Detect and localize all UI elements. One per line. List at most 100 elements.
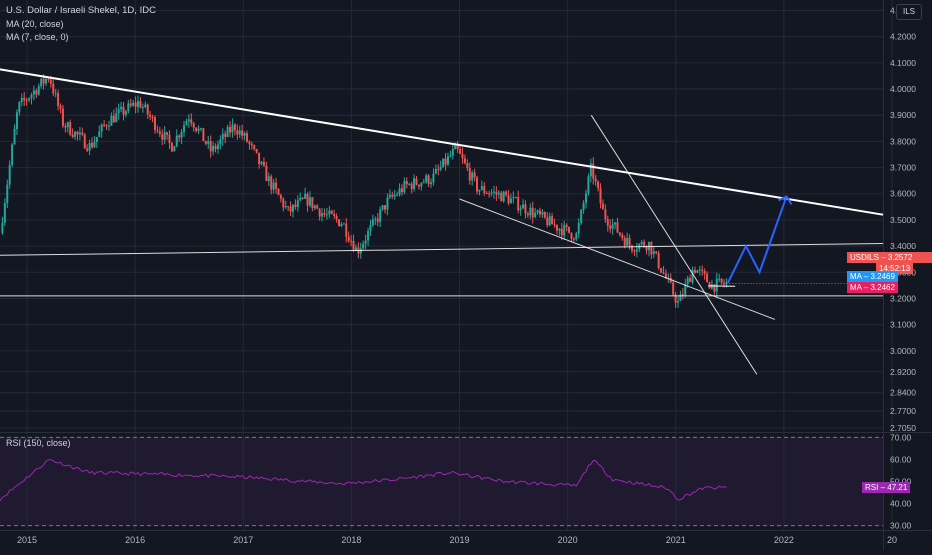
- legend-ma7[interactable]: MA (7, close, 0): [6, 32, 69, 42]
- candle-body: [328, 211, 330, 215]
- candle-body: [369, 225, 371, 231]
- candle-body: [139, 101, 141, 108]
- candle-body: [69, 122, 71, 135]
- candle-body: [210, 141, 212, 151]
- candle-body: [215, 146, 217, 149]
- candle-body: [219, 139, 221, 144]
- time-label: 2015: [17, 535, 37, 545]
- candle-body: [551, 216, 553, 224]
- candle-body: [11, 144, 13, 164]
- price-tick-label: 3.8000: [890, 136, 916, 146]
- candle-body: [333, 214, 335, 216]
- candle-body: [64, 126, 66, 127]
- candle-body: [415, 178, 417, 184]
- candle-body: [713, 284, 715, 291]
- candle-body: [125, 111, 127, 114]
- candle-body: [563, 225, 565, 235]
- candle-body: [578, 223, 580, 233]
- candle-body: [701, 270, 703, 271]
- candle-body: [282, 199, 284, 208]
- candle-body: [338, 219, 340, 226]
- legend-ma20[interactable]: MA (20, close): [6, 19, 64, 29]
- candle-body: [76, 132, 78, 135]
- candle-body: [115, 113, 117, 122]
- candle-body: [558, 229, 560, 231]
- candle-body: [275, 183, 277, 189]
- candle-body: [280, 195, 282, 199]
- candle-body: [616, 222, 618, 232]
- candle-body: [600, 188, 602, 203]
- candle-body: [33, 90, 35, 94]
- candle-body: [585, 193, 587, 202]
- candle-body: [604, 209, 606, 219]
- candle-body: [401, 188, 403, 192]
- candle-body: [212, 146, 214, 152]
- candle-body: [445, 159, 447, 165]
- candle-body: [190, 119, 192, 123]
- last-symbol-label: USDILS: [850, 253, 879, 262]
- candle-body: [18, 102, 20, 112]
- candle-body: [573, 239, 575, 240]
- candle-body: [500, 193, 502, 202]
- candle-body: [231, 125, 233, 133]
- candle-body: [67, 122, 69, 127]
- candle-body: [336, 216, 338, 219]
- candle-body: [292, 205, 294, 212]
- candle-body: [285, 206, 287, 207]
- candle-body: [47, 79, 49, 80]
- candle-body: [21, 98, 23, 102]
- candle-body: [590, 163, 592, 176]
- candle-body: [326, 214, 328, 215]
- time-label: 2019: [450, 535, 470, 545]
- candle-body: [273, 183, 275, 190]
- candle-body: [38, 86, 40, 94]
- candle-body: [447, 156, 449, 164]
- candle-body: [331, 211, 333, 214]
- candle-body: [244, 133, 246, 136]
- candle-body: [546, 218, 548, 226]
- candle-body: [234, 125, 236, 131]
- candle-body: [510, 198, 512, 203]
- candle-body: [462, 154, 464, 158]
- candle-body: [476, 177, 478, 191]
- candle-body: [539, 210, 541, 214]
- candle-body: [227, 127, 229, 137]
- candle-body: [619, 233, 621, 235]
- candle-body: [183, 125, 185, 132]
- candle-body: [491, 193, 493, 194]
- candle-body: [469, 168, 471, 180]
- candle-body: [612, 224, 614, 228]
- candle-body: [646, 247, 648, 251]
- candle-body: [503, 192, 505, 202]
- candle-body: [432, 174, 434, 183]
- candle-body: [459, 149, 461, 154]
- candle-body: [423, 182, 425, 183]
- candle-body: [607, 219, 609, 225]
- candle-body: [241, 130, 243, 135]
- candle-body: [91, 143, 93, 147]
- candle-body: [679, 294, 681, 301]
- candle-body: [103, 125, 105, 126]
- candle-body: [626, 238, 628, 246]
- candle-body: [650, 242, 652, 254]
- symbol-title[interactable]: U.S. Dollar / Israeli Shekel, 1D, IDC: [6, 5, 156, 16]
- candle-body: [648, 242, 650, 250]
- ma20-value: 3.2469: [870, 272, 894, 281]
- currency-button[interactable]: ILS: [896, 4, 922, 20]
- candle-body: [207, 141, 209, 144]
- candle-body: [396, 195, 398, 196]
- candle-body: [98, 131, 100, 136]
- candle-body: [309, 197, 311, 205]
- candle-body: [72, 135, 74, 137]
- candle-body: [704, 271, 706, 274]
- candle-body: [57, 93, 59, 106]
- candle-body: [377, 219, 379, 222]
- candle-body: [135, 103, 137, 107]
- candle-body: [229, 127, 231, 133]
- candle-body: [113, 116, 115, 122]
- legend-rsi[interactable]: RSI (150, close): [6, 438, 71, 448]
- candle-body: [452, 149, 454, 156]
- candle-body: [718, 279, 720, 280]
- candle-body: [108, 126, 110, 127]
